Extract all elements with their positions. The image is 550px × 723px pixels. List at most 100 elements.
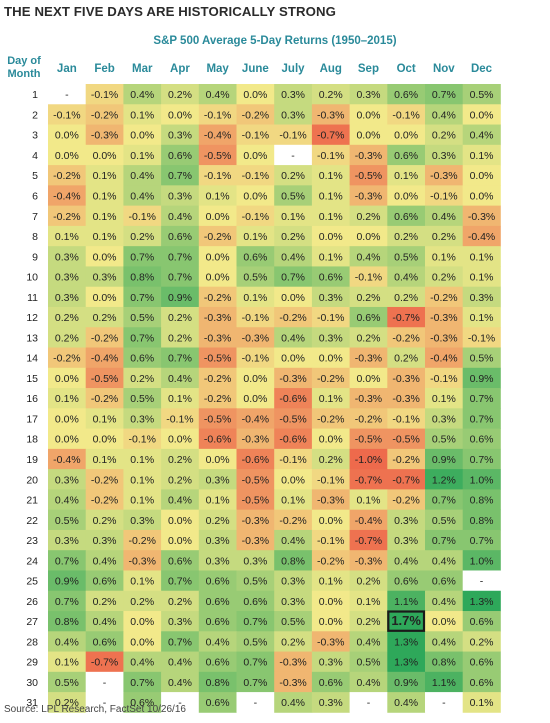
heatmap-cell bbox=[387, 631, 426, 652]
row-label: 8 bbox=[32, 231, 38, 243]
heatmap-cell bbox=[161, 408, 200, 429]
heatmap-cell bbox=[161, 611, 200, 632]
heatmap-cell bbox=[198, 550, 237, 571]
heatmap-cell bbox=[123, 367, 162, 389]
cell-value: -0.2% bbox=[91, 474, 118, 486]
heatmap-cell bbox=[85, 671, 124, 693]
cell-value: -0.2% bbox=[279, 312, 306, 324]
heatmap-cell bbox=[311, 550, 350, 571]
cell-value: 0.1% bbox=[356, 495, 380, 507]
heatmap-cell bbox=[236, 469, 275, 490]
heatmap-cell bbox=[48, 347, 87, 369]
cell-value: 0.0% bbox=[55, 130, 79, 142]
row-label: 4 bbox=[32, 150, 38, 162]
cell-value: 0.5% bbox=[55, 677, 79, 689]
cell-value: -0.3% bbox=[242, 434, 269, 446]
cell-value: -0.1% bbox=[430, 373, 457, 385]
heatmap-cell bbox=[387, 509, 426, 531]
cell-value: 0.7% bbox=[168, 272, 192, 284]
heatmap-cell bbox=[123, 448, 162, 470]
cell-value: 0.6% bbox=[432, 576, 456, 588]
cell-value: -0.3% bbox=[242, 515, 269, 527]
cell-value: 0.0% bbox=[243, 373, 267, 385]
heatmap-cell bbox=[161, 205, 200, 227]
heatmap-cell bbox=[387, 246, 426, 267]
cell-value: 0.3% bbox=[432, 150, 456, 162]
chart-subtitle: S&P 500 Average 5-Day Returns (1950–2015… bbox=[153, 35, 397, 47]
cell-value: 0.2% bbox=[394, 292, 418, 304]
cell-value: -0.4% bbox=[53, 454, 80, 466]
heatmap-cell bbox=[198, 266, 237, 288]
cell-value: 0.5% bbox=[281, 616, 305, 628]
heatmap-cell bbox=[274, 469, 313, 490]
cell-value: 0.1% bbox=[470, 272, 494, 284]
cell-value: 0.2% bbox=[55, 332, 79, 344]
heatmap-cell bbox=[85, 144, 124, 166]
heatmap-cell bbox=[387, 144, 426, 166]
row-label: 18 bbox=[26, 434, 38, 446]
heatmap-cell bbox=[387, 469, 426, 490]
cell-value: 0.5% bbox=[394, 251, 418, 263]
heatmap-cell bbox=[425, 165, 464, 186]
heatmap-cell bbox=[425, 590, 464, 612]
cell-value: 0.7% bbox=[55, 555, 79, 567]
cell-value: -0.2% bbox=[91, 495, 118, 507]
heatmap-cell bbox=[274, 327, 313, 348]
cell-value: 0.2% bbox=[356, 211, 380, 223]
cell-value: -0.6% bbox=[279, 434, 306, 446]
cell-value: 0.3% bbox=[281, 596, 305, 608]
cell-value: 0.9% bbox=[432, 454, 456, 466]
cell-value: 0.7% bbox=[432, 495, 456, 507]
cell-value: 0.5% bbox=[243, 272, 267, 284]
heatmap-cell bbox=[85, 692, 124, 713]
heatmap-cell bbox=[274, 286, 313, 308]
cell-value: -0.4% bbox=[242, 413, 269, 425]
cell-value: 0.6% bbox=[206, 697, 230, 709]
cell-value: -0.3% bbox=[91, 130, 118, 142]
column-header: Dec bbox=[471, 63, 493, 75]
heatmap-cell bbox=[123, 509, 162, 531]
cell-value: 0.6% bbox=[93, 636, 117, 648]
cell-value: 0.9% bbox=[470, 373, 494, 385]
heatmap-cell bbox=[274, 489, 313, 511]
heatmap-cell bbox=[311, 185, 350, 207]
heatmap-cell bbox=[161, 671, 200, 693]
heatmap-cell bbox=[349, 144, 388, 166]
heatmap-cell bbox=[311, 570, 350, 592]
cell-value: -0.1% bbox=[166, 413, 193, 425]
heatmap-cell bbox=[349, 408, 388, 429]
cell-value: -0.2% bbox=[204, 373, 231, 385]
cell-value: 0.1% bbox=[319, 190, 343, 202]
cell-value: 0.7% bbox=[168, 353, 192, 365]
cell-value: -0.1% bbox=[242, 312, 269, 324]
cell-value: 0.2% bbox=[432, 231, 456, 243]
heatmap-cell bbox=[198, 104, 237, 125]
cell-value: 0.6% bbox=[243, 251, 267, 263]
row-header-label: Day of bbox=[7, 55, 41, 67]
cell-value: -0.2% bbox=[53, 211, 80, 223]
cell-value: 0.4% bbox=[356, 251, 380, 263]
cell-value: 0.7% bbox=[55, 596, 79, 608]
heatmap-cell bbox=[349, 448, 388, 470]
cell-value: 0.7% bbox=[470, 413, 494, 425]
cell-value: -0.2% bbox=[242, 109, 269, 121]
cell-value: 0.4% bbox=[93, 555, 117, 567]
heatmap-cell bbox=[198, 509, 237, 531]
cell-value: 0.8% bbox=[55, 616, 79, 628]
heatmap-cell bbox=[123, 611, 162, 632]
cell-value: 0.6% bbox=[130, 353, 154, 365]
cell-value: -0.5% bbox=[355, 434, 382, 446]
heatmap-cell bbox=[123, 550, 162, 571]
cell-value: 0.1% bbox=[206, 190, 230, 202]
cell-value: 0.1% bbox=[319, 170, 343, 182]
heatmap-cell bbox=[311, 347, 350, 369]
cell-value: - bbox=[254, 697, 258, 709]
heatmap-cell bbox=[349, 570, 388, 592]
cell-value: 0.5% bbox=[432, 515, 456, 527]
heatmap-cell bbox=[85, 104, 124, 125]
heatmap-cell bbox=[274, 225, 313, 247]
cell-value: 1.2% bbox=[432, 474, 456, 486]
heatmap-cell bbox=[311, 671, 350, 693]
cell-value: 0.4% bbox=[432, 211, 456, 223]
cell-value: 0.0% bbox=[470, 190, 494, 202]
